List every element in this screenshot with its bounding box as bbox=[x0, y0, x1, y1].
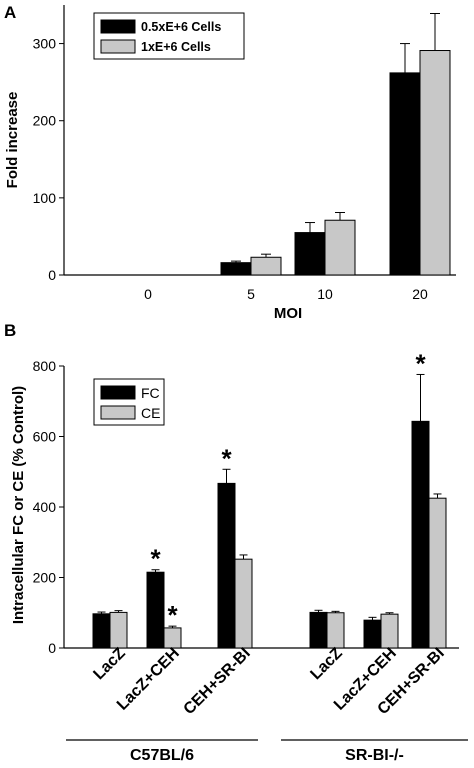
bar bbox=[220, 262, 252, 276]
x-tick-label: 20 bbox=[412, 286, 428, 302]
bar bbox=[389, 72, 421, 276]
legend-swatch bbox=[100, 385, 136, 400]
bar bbox=[363, 619, 382, 649]
significance-star: * bbox=[221, 443, 232, 473]
x-axis-title: MOI bbox=[274, 305, 302, 322]
legend-label: FC bbox=[141, 385, 160, 401]
group-label: C57BL/6 bbox=[130, 747, 194, 764]
bar bbox=[217, 482, 236, 649]
bar bbox=[428, 497, 447, 649]
x-tick-label: 0 bbox=[144, 286, 152, 302]
y-tick-label: 800 bbox=[33, 358, 57, 374]
y-tick-label: 600 bbox=[33, 429, 57, 445]
bar bbox=[324, 219, 356, 276]
bar bbox=[250, 256, 282, 276]
y-tick-label: 400 bbox=[33, 499, 57, 515]
significance-star: * bbox=[150, 544, 161, 574]
bar bbox=[380, 613, 399, 649]
legend-swatch bbox=[100, 39, 136, 54]
y-tick-label: 200 bbox=[33, 113, 57, 129]
x-category-label: LacZ bbox=[307, 645, 346, 684]
x-tick-label: 10 bbox=[317, 286, 333, 302]
panel-a: A 0 100 200 300 0 5 10 20 MOI Fold increase 0.5xE+… bbox=[4, 3, 456, 322]
bar bbox=[309, 611, 328, 649]
y-tick-label: 200 bbox=[33, 570, 57, 586]
legend-swatch bbox=[100, 405, 136, 420]
y-tick-label: 100 bbox=[33, 190, 57, 206]
panel-letter-b: B bbox=[4, 321, 16, 340]
y-tick-label: 0 bbox=[48, 640, 56, 656]
bar bbox=[326, 612, 345, 649]
significance-star: * bbox=[167, 600, 178, 630]
x-tick-label: 5 bbox=[247, 286, 255, 302]
bar bbox=[163, 627, 182, 649]
bar bbox=[234, 558, 253, 649]
y-axis-title: Fold increase bbox=[4, 92, 21, 189]
bar bbox=[411, 420, 430, 649]
x-category-label: LacZ bbox=[90, 645, 129, 684]
bar bbox=[419, 50, 451, 276]
y-axis-title: Intracellular FC or CE (% Control) bbox=[10, 386, 27, 624]
x-category-label: CEH+SR-BI bbox=[181, 645, 254, 718]
bar bbox=[294, 232, 326, 276]
legend-swatch bbox=[100, 19, 136, 34]
bar bbox=[92, 613, 111, 649]
bar bbox=[109, 611, 128, 649]
legend-label: 0.5xE+6 Cells bbox=[141, 20, 221, 34]
legend-label: 1xE+6 Cells bbox=[141, 40, 211, 54]
group-label: SR-BI-/- bbox=[345, 747, 404, 764]
significance-star: * bbox=[415, 348, 426, 378]
bar bbox=[146, 571, 165, 649]
y-tick-label: 300 bbox=[33, 36, 57, 52]
y-tick-label: 0 bbox=[48, 267, 56, 283]
panel-letter-a: A bbox=[4, 3, 16, 22]
legend-label: CE bbox=[141, 405, 160, 421]
panel-a-plot: 0 100 200 300 0 5 10 20 MOI Fold increase 0.5xE+6 … bbox=[4, 5, 456, 322]
